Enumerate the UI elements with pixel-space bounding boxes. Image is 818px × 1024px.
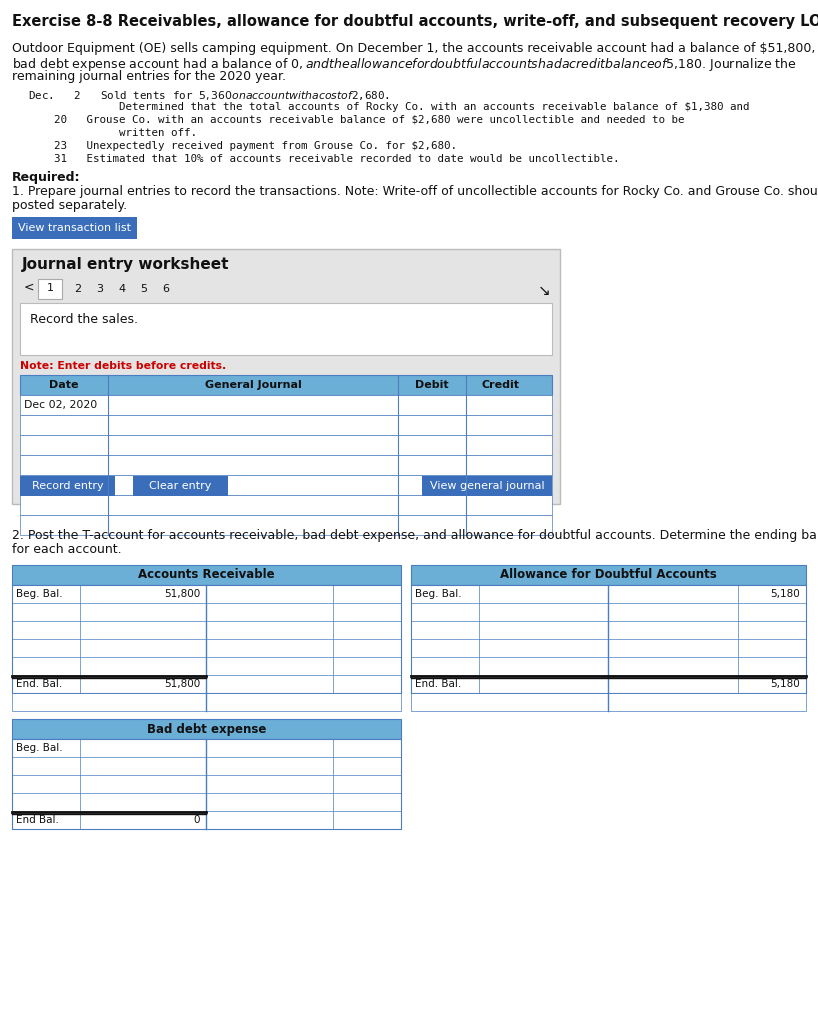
Text: 2. Post the T-account for accounts receivable, bad debt expense, and allowance f: 2. Post the T-account for accounts recei… (12, 529, 818, 542)
Bar (20, 303, 552, 355)
Text: Debit: Debit (416, 380, 449, 390)
Text: Outdoor Equipment (OE) sells camping equipment. On December 1, the accounts rece: Outdoor Equipment (OE) sells camping equ… (12, 42, 818, 55)
Text: Beg. Bal.: Beg. Bal. (415, 589, 461, 599)
Text: 0: 0 (194, 815, 200, 825)
Bar (20, 495, 552, 515)
Bar (20, 515, 552, 535)
Bar (411, 693, 806, 711)
Text: 1: 1 (47, 283, 53, 293)
Text: 51,800: 51,800 (164, 589, 200, 599)
Text: 5,180: 5,180 (771, 679, 800, 689)
Text: Accounts Receivable: Accounts Receivable (138, 568, 275, 582)
Text: 51,800: 51,800 (164, 679, 200, 689)
Text: 31   Estimated that 10% of accounts receivable recorded to date would be uncolle: 31 Estimated that 10% of accounts receiv… (28, 154, 619, 164)
Bar (38, 279, 62, 299)
Text: 20   Grouse Co. with an accounts receivable balance of $2,680 were uncollectible: 20 Grouse Co. with an accounts receivabl… (28, 115, 685, 125)
Text: End Bal.: End Bal. (16, 815, 59, 825)
Bar (20, 476, 115, 496)
Text: Record entry: Record entry (32, 481, 103, 490)
Bar (20, 455, 552, 475)
Bar (12, 693, 401, 711)
Text: Journal entry worksheet: Journal entry worksheet (22, 257, 230, 272)
Bar (411, 565, 806, 585)
Bar (20, 375, 552, 395)
Text: Allowance for Doubtful Accounts: Allowance for Doubtful Accounts (500, 568, 717, 582)
Text: 5: 5 (140, 284, 147, 294)
Text: 2: 2 (74, 284, 81, 294)
Bar (422, 476, 552, 496)
Text: Credit: Credit (481, 380, 519, 390)
Text: Beg. Bal.: Beg. Bal. (16, 589, 63, 599)
Text: 1. Prepare journal entries to record the transactions. Note: Write-off of uncoll: 1. Prepare journal entries to record the… (12, 185, 818, 198)
Bar (12, 719, 401, 739)
Text: for each account.: for each account. (12, 543, 122, 556)
Text: 6: 6 (162, 284, 169, 294)
Text: Dec 02, 2020: Dec 02, 2020 (24, 400, 97, 410)
Bar (12, 739, 401, 829)
Text: remaining journal entries for the 2020 year.: remaining journal entries for the 2020 y… (12, 70, 286, 83)
Text: bad debt expense account had a balance of $0, and the allowance for doubtful acc: bad debt expense account had a balance o… (12, 56, 797, 73)
Bar (411, 585, 806, 693)
Bar (20, 395, 552, 415)
Text: Bad debt expense: Bad debt expense (146, 723, 266, 735)
Text: Clear entry: Clear entry (150, 481, 212, 490)
Text: <: < (24, 281, 34, 294)
Bar (12, 585, 401, 693)
Text: posted separately.: posted separately. (12, 199, 127, 212)
Bar (20, 415, 552, 435)
Text: 4: 4 (118, 284, 125, 294)
Bar (12, 249, 560, 504)
Text: Exercise 8-8 Receivables, allowance for doubtful accounts, write-off, and subseq: Exercise 8-8 Receivables, allowance for … (12, 14, 818, 29)
Text: End. Bal.: End. Bal. (16, 679, 62, 689)
Text: End. Bal.: End. Bal. (415, 679, 461, 689)
Bar (20, 475, 552, 495)
Text: Required:: Required: (12, 171, 80, 184)
Text: Beg. Bal.: Beg. Bal. (16, 743, 63, 753)
Text: Date: Date (49, 380, 79, 390)
Text: View general journal: View general journal (429, 481, 544, 490)
Text: Note: Enter debits before credits.: Note: Enter debits before credits. (20, 361, 227, 371)
Text: Record the sales.: Record the sales. (30, 313, 138, 326)
Bar (12, 217, 137, 239)
Text: View transaction list: View transaction list (18, 223, 131, 233)
Bar (12, 565, 401, 585)
Bar (133, 476, 228, 496)
Text: 3: 3 (96, 284, 103, 294)
Text: Determined that the total accounts of Rocky Co. with an accounts receivable bala: Determined that the total accounts of Ro… (28, 102, 749, 112)
Text: General Journal: General Journal (204, 380, 301, 390)
Text: written off.: written off. (28, 128, 197, 138)
Text: 5,180: 5,180 (771, 589, 800, 599)
Bar (20, 435, 552, 455)
Text: ↘: ↘ (538, 283, 551, 298)
Text: Dec.   2   Sold tents for $5,360 on account with a cost of $2,680.: Dec. 2 Sold tents for $5,360 on account … (28, 89, 390, 102)
Text: 23   Unexpectedly received payment from Grouse Co. for $2,680.: 23 Unexpectedly received payment from Gr… (28, 141, 457, 151)
